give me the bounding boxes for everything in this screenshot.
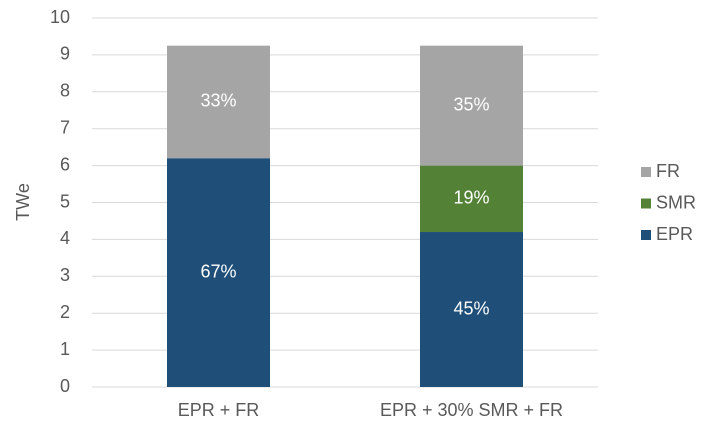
y-tick-label: 1 — [60, 339, 70, 359]
x-tick-label: EPR + FR — [178, 400, 260, 420]
legend-label: FR — [656, 161, 680, 181]
bar-segment — [420, 45, 523, 166]
data-label: 19% — [453, 188, 489, 208]
legend-marker — [641, 230, 651, 240]
x-tick-label: EPR + 30% SMR + FR — [380, 400, 563, 420]
y-tick-label: 10 — [50, 7, 70, 27]
bar-segment — [167, 45, 270, 159]
data-label: 45% — [453, 298, 489, 318]
bar-segment — [167, 158, 270, 387]
y-tick-label: 6 — [60, 154, 70, 174]
y-tick-label: 3 — [60, 265, 70, 285]
data-label: 67% — [200, 261, 236, 281]
y-tick-label: 8 — [60, 81, 70, 101]
y-axis-label: TWe — [13, 183, 33, 221]
y-tick-label: 5 — [60, 191, 70, 211]
legend-label: SMR — [656, 192, 696, 212]
y-tick-label: 2 — [60, 302, 70, 322]
bar-segment — [420, 232, 523, 387]
y-tick-label: 0 — [60, 376, 70, 396]
legend-label: EPR — [656, 224, 693, 244]
y-tick-label: 4 — [60, 228, 70, 248]
legend-marker — [641, 167, 651, 177]
data-label: 35% — [453, 94, 489, 114]
y-tick-label: 9 — [60, 44, 70, 64]
y-tick-label: 7 — [60, 117, 70, 137]
bar-segment — [420, 165, 523, 233]
data-label: 33% — [200, 91, 236, 111]
legend-marker — [641, 198, 651, 209]
